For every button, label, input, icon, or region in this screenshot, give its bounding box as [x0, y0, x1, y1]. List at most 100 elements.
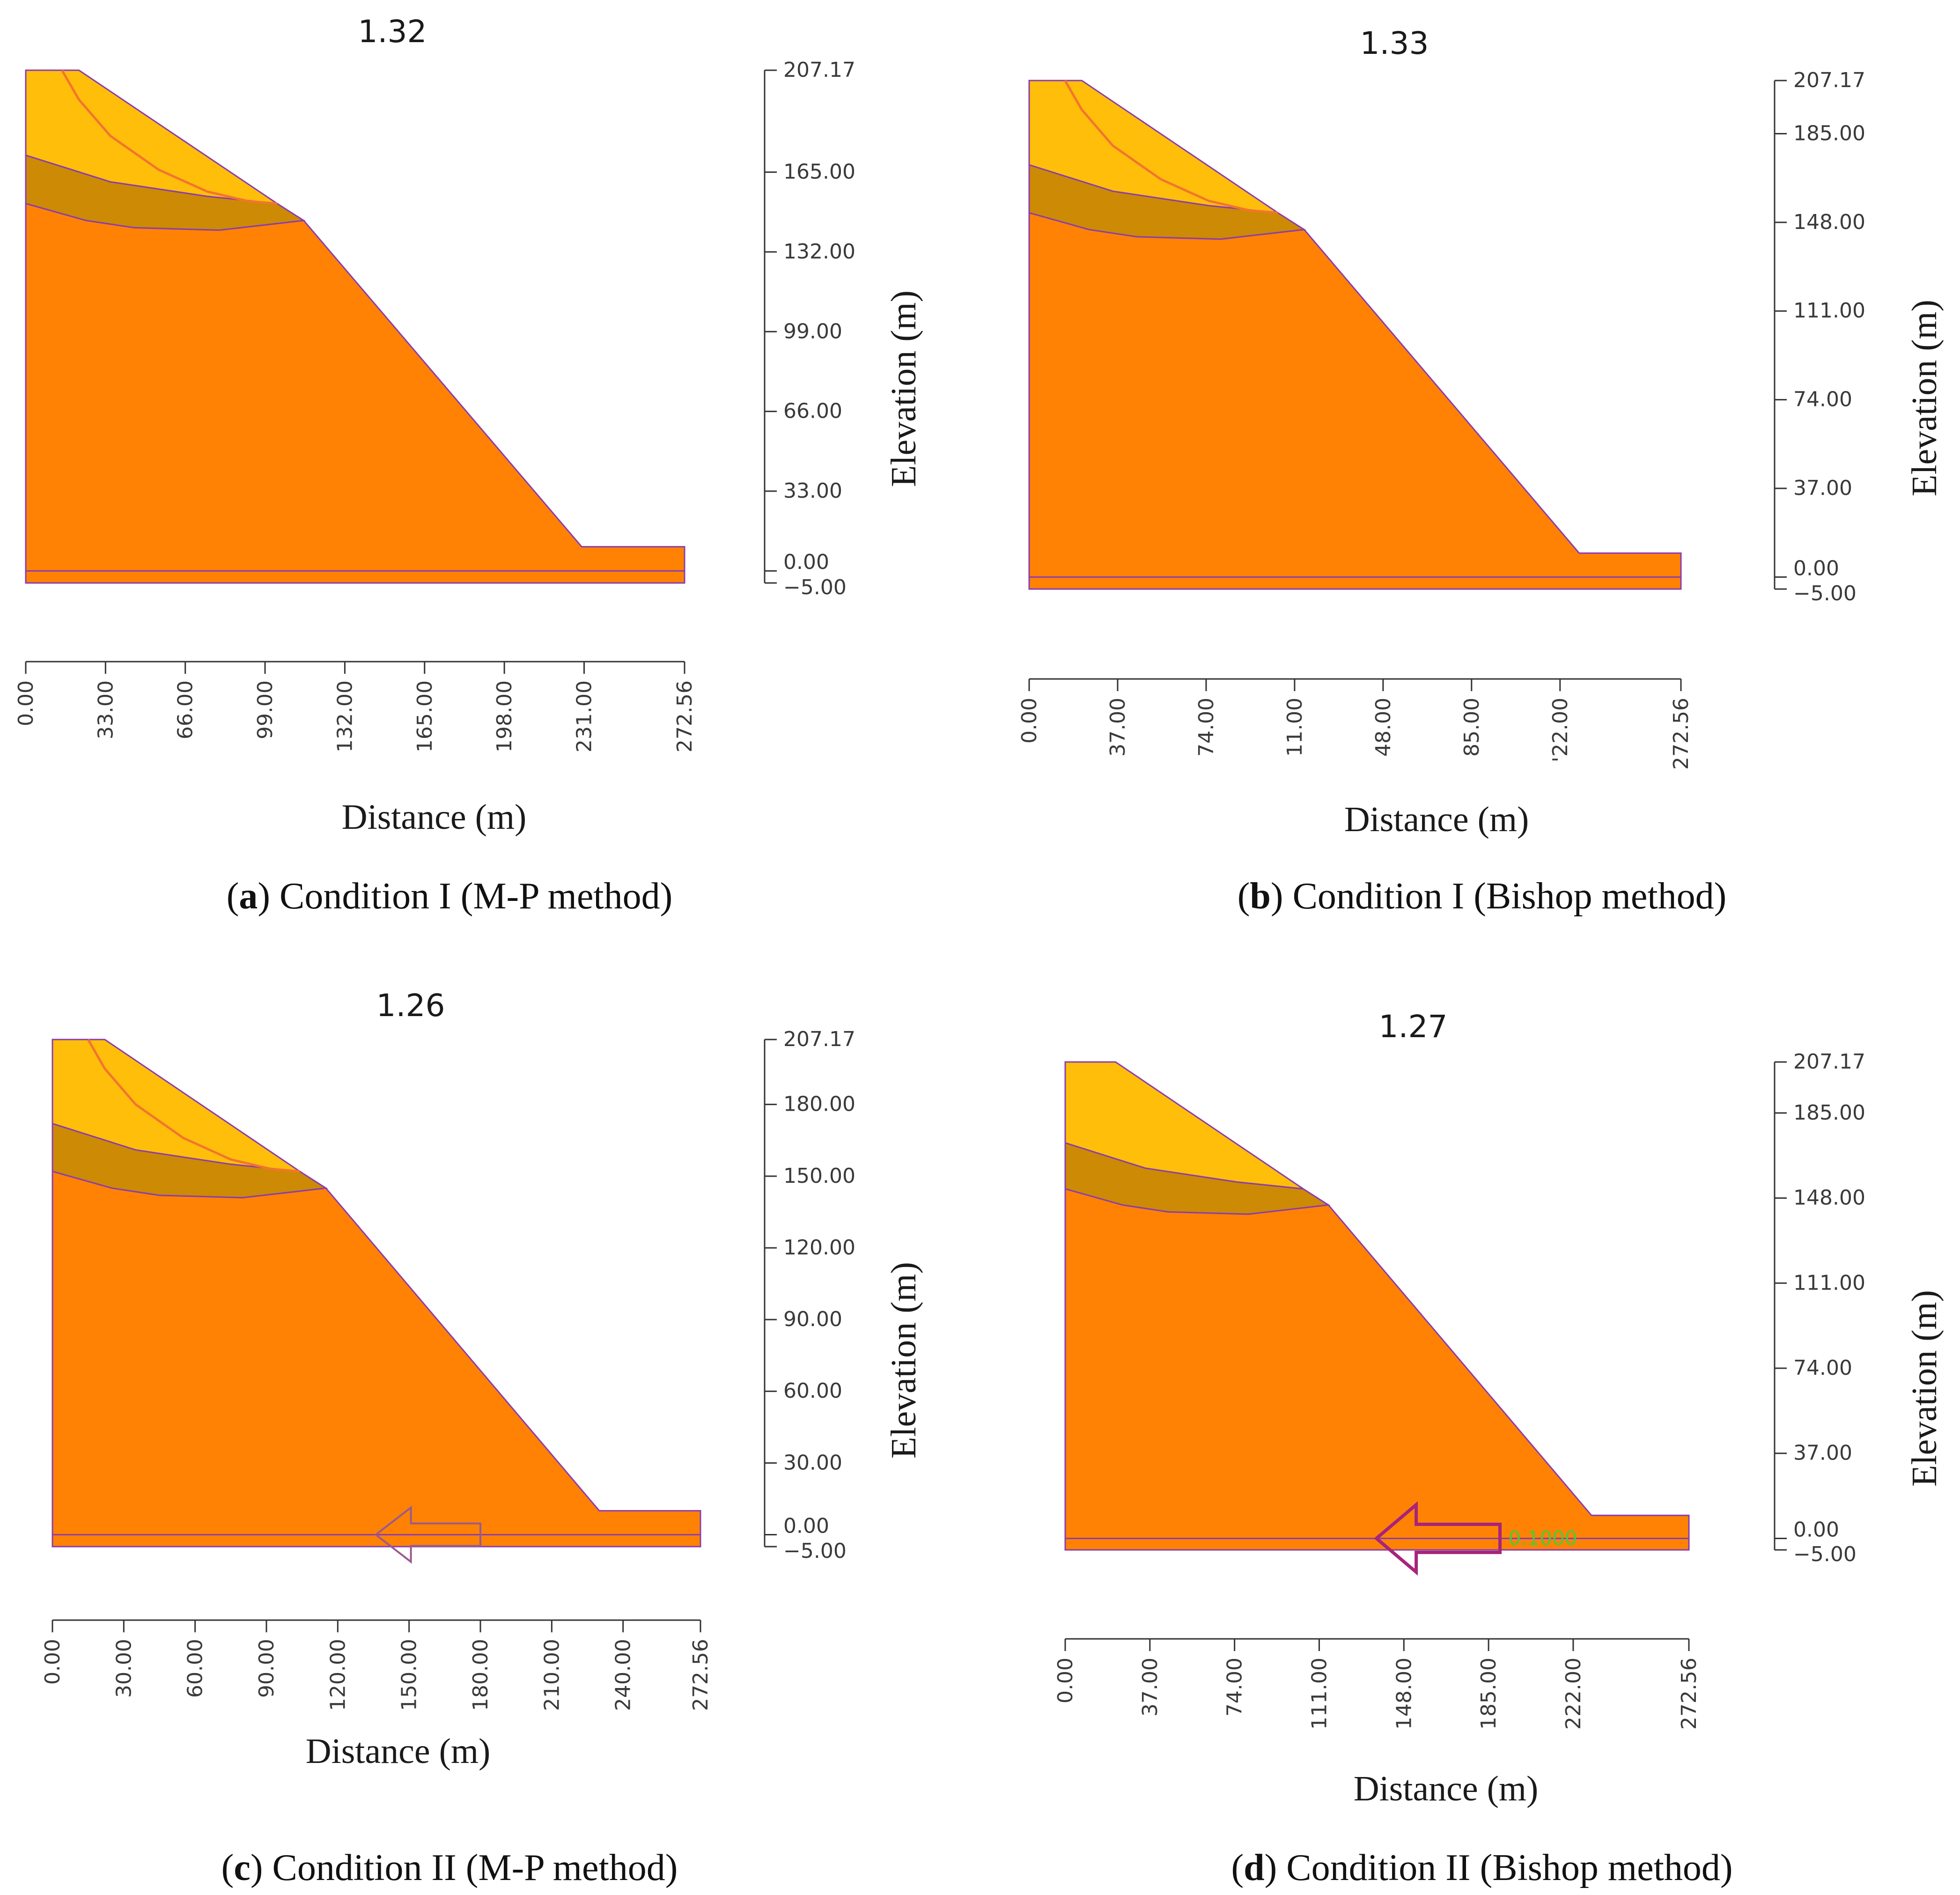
elevation-tick-label: 33.00: [783, 479, 842, 503]
caption-text: Condition II (M-P method): [263, 1847, 678, 1888]
slope-section: [1028, 80, 1682, 590]
top-layer: [1064, 1061, 1304, 1190]
distance-axis: 0.00 30.00 60.00 90.00 120.00 150.00 180.00 210…: [41, 1619, 713, 1711]
top-layer: [52, 1039, 300, 1172]
panel-c: 1.26 207.17 180.00 150.00 120.00 90.00 60.00 3…: [41, 988, 923, 1888]
elevation-tick-label: 37.00: [1793, 476, 1852, 500]
elevation-tick-label: 0.00: [783, 550, 829, 574]
elevation-tick-label: 185.00: [1793, 121, 1865, 145]
distance-tick-label: 240.00: [612, 1639, 635, 1711]
distance-tick-label: 48.00: [1371, 698, 1395, 757]
caption-text: Condition II (Bishop method): [1277, 1847, 1732, 1888]
elevation-axis: 207.17 165.00 132.00 99.00 66.00 33.00 0.00−5.…: [764, 58, 855, 599]
distance-tick-label: 99.00: [253, 680, 277, 739]
distance-tick-label: 37.00: [1106, 698, 1130, 757]
elevation-tick-label: −5.00: [783, 575, 847, 599]
base-layer: [52, 1170, 701, 1548]
seismic-load-arrow: 0.1000: [1374, 1501, 1577, 1576]
distance-tick-label: 0.00: [41, 1639, 65, 1685]
distance-tick-label: 33.00: [94, 680, 118, 739]
distance-tick-label: 132.00: [333, 680, 357, 752]
elevation-tick-label: 207.17: [783, 58, 855, 82]
distance-tick-label: 272.56: [689, 1639, 713, 1711]
base-layer: [25, 202, 685, 584]
slip-surface: [87, 1039, 300, 1173]
elevation-tick-label: 90.00: [783, 1307, 842, 1331]
elevation-tick-label: 132.00: [783, 240, 855, 264]
y-axis-title: Elevation (m): [884, 1262, 923, 1459]
elevation-tick-label: 60.00: [783, 1379, 842, 1403]
caption-text: Condition I (M-P method): [270, 876, 672, 917]
top-layer: [1028, 80, 1278, 214]
distance-axis: 0.00 37.00 74.00 111.00 148.00 185.00 222.00 27…: [1054, 1638, 1701, 1730]
elevation-tick-label: 74.00: [1793, 388, 1852, 412]
distance-tick-label: 111.00: [1308, 1658, 1332, 1730]
base-layer: [1028, 212, 1682, 590]
distance-tick-label: 11.00: [1283, 698, 1307, 757]
distance-tick-label: 85.00: [1460, 698, 1484, 757]
distance-tick-label: 272.56: [1677, 1658, 1701, 1730]
elevation-tick-label: 0.00: [783, 1514, 829, 1538]
elevation-axis: 207.17 180.00 150.00 120.00 90.00 60.00 30.00 0…: [764, 1027, 855, 1563]
distance-tick-label: 90.00: [255, 1639, 279, 1698]
distance-tick-label: 180.00: [469, 1639, 493, 1711]
panel-d: 1.27 0.1000 207.17 185.00 148.00 111.00 74.0…: [1054, 1009, 1944, 1888]
distance-tick-label: 210.00: [540, 1639, 564, 1711]
elevation-tick-label: 74.00: [1793, 1356, 1852, 1380]
distance-tick-label: 222.00: [1562, 1658, 1585, 1730]
distance-tick-label: 37.00: [1138, 1658, 1162, 1717]
distance-tick-label: 198.00: [493, 680, 516, 752]
elevation-tick-label: 120.00: [783, 1236, 855, 1260]
distance-tick-label: 30.00: [112, 1639, 136, 1698]
distance-tick-label: '22.00: [1548, 698, 1572, 762]
elevation-tick-label: 0.00: [1793, 556, 1839, 580]
y-axis-title: Elevation (m): [1905, 300, 1944, 496]
factor-of-safety: 1.27: [1379, 1009, 1448, 1045]
x-axis-title: Distance (m): [342, 797, 527, 837]
factor-of-safety: 1.26: [376, 988, 445, 1024]
elevation-tick-label: 111.00: [1793, 1271, 1865, 1295]
distance-tick-label: 272.56: [1669, 698, 1693, 770]
caption: (d) Condition II (Bishop method): [1231, 1847, 1732, 1888]
elevation-tick-label: 111.00: [1793, 299, 1865, 323]
distance-tick-label: 66.00: [174, 680, 198, 739]
distance-tick-label: 185.00: [1477, 1658, 1501, 1730]
factor-of-safety: 1.33: [1360, 25, 1429, 61]
y-axis-title: Elevation (m): [884, 290, 923, 487]
x-axis-title: Distance (m): [306, 1732, 491, 1771]
x-axis-title: Distance (m): [1344, 800, 1529, 839]
slope-section: [25, 69, 685, 584]
distance-tick-label: 60.00: [184, 1639, 207, 1698]
caption: (a) Condition I (M-P method): [227, 876, 673, 917]
caption-letter: b: [1250, 876, 1271, 917]
seismic-arrow: [374, 1505, 481, 1564]
y-axis-title: Elevation (m): [1905, 1290, 1944, 1487]
distance-tick-label: 0.00: [14, 680, 38, 726]
elevation-tick-label: 180.00: [783, 1092, 855, 1116]
elevation-tick-label: 99.00: [783, 319, 842, 343]
distance-tick-label: 148.00: [1392, 1658, 1416, 1730]
base-layer: [1064, 1187, 1690, 1551]
elevation-axis: 207.17 185.00 148.00 111.00 74.00 37.00 0.00−5…: [1774, 1050, 1865, 1566]
seismic-coefficient-label: 0.1000: [1509, 1526, 1577, 1549]
slope-section: [52, 1039, 701, 1548]
elevation-tick-label: 165.00: [783, 160, 855, 184]
elevation-tick-label: 185.00: [1793, 1101, 1865, 1125]
elevation-tick-label: 30.00: [783, 1451, 842, 1475]
slope-section: [1064, 1061, 1690, 1551]
slip-surface: [1064, 80, 1278, 214]
seismic-load-arrow: [374, 1505, 481, 1564]
distance-tick-label: 0.00: [1017, 698, 1041, 744]
elevation-tick-label: 66.00: [783, 399, 842, 423]
elevation-tick-label: 148.00: [1793, 1186, 1865, 1210]
distance-tick-label: 0.00: [1054, 1658, 1077, 1703]
caption: (c) Condition II (M-P method): [221, 1847, 678, 1888]
distance-tick-label: 120.00: [326, 1639, 350, 1711]
elevation-tick-label: −5.00: [783, 1539, 847, 1563]
seismic-arrow: [1374, 1501, 1502, 1576]
elevation-tick-label: 150.00: [783, 1164, 855, 1188]
distance-axis: 0.00 37.00 74.00 11.00 48.00 85.00 '22.00 272.5…: [1017, 678, 1693, 770]
caption: (b) Condition I (Bishop method): [1238, 876, 1726, 917]
distance-axis: 0.00 33.00 66.00 99.00 132.00 165.00 198.00 231…: [14, 661, 697, 752]
